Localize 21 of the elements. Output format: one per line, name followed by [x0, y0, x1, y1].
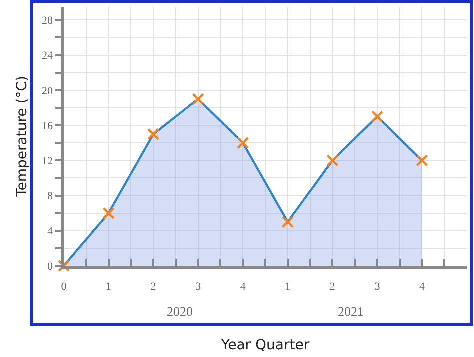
text: 2021	[338, 304, 364, 319]
x-tick-label: 3	[196, 280, 202, 293]
x-tick-label: 3	[374, 280, 381, 293]
y-tick-label: 24	[42, 50, 54, 62]
y-tick-label: 0	[48, 260, 54, 273]
x-tick-label: 4	[419, 280, 426, 293]
y-tick-label: 16	[42, 120, 54, 132]
x-tick-label: 2	[150, 280, 156, 293]
x-tick-label: 1	[106, 280, 112, 293]
x-tick-label: 2	[330, 280, 336, 293]
y-axis-title: Temperature (°C)	[14, 76, 31, 198]
y-tick-label: 20	[42, 85, 54, 98]
y-tick-label: 12	[42, 155, 54, 168]
y-tick-label: 8	[48, 190, 54, 203]
x-tick-label: 0	[61, 280, 68, 293]
x-axis-title: Year Quarter	[220, 337, 310, 354]
y-tick-label: 4	[48, 226, 54, 238]
x-tick-label: 4	[240, 280, 246, 293]
text: 2020	[167, 304, 193, 319]
y-tick-label: 28	[42, 15, 54, 28]
x-tick-label: 1	[285, 280, 291, 293]
